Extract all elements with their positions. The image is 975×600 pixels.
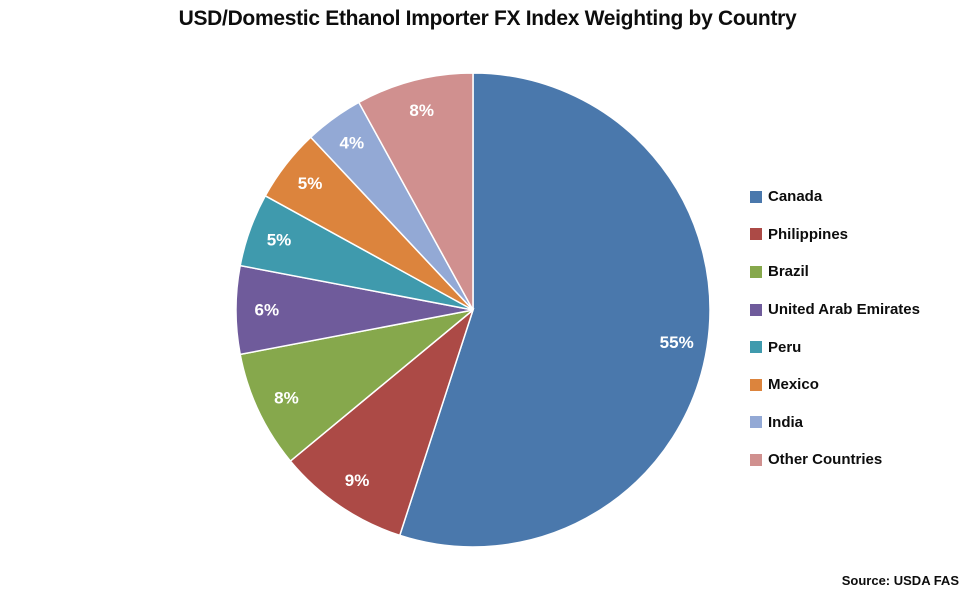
legend-swatch bbox=[750, 453, 762, 466]
legend-label: Other Countries bbox=[768, 451, 883, 469]
legend-swatch bbox=[750, 378, 762, 391]
pie-slice-canada bbox=[398, 72, 711, 548]
pie-slice-percent-label: 8% bbox=[409, 101, 434, 120]
legend-item-united-arab-emirates: United Arab Emirates bbox=[750, 291, 920, 329]
chart-title: USD/Domestic Ethanol Importer FX Index W… bbox=[178, 7, 797, 30]
pie-slice-percent-label: 6% bbox=[255, 301, 280, 320]
legend-item-other-countries: Other Countries bbox=[750, 441, 920, 479]
legend-swatch bbox=[750, 341, 762, 354]
pie-slice-other-countries bbox=[357, 72, 474, 311]
pie-slice-percent-label: 8% bbox=[274, 388, 299, 407]
legend: Canada Philippines Brazil United Arab Em… bbox=[750, 178, 920, 479]
legend-item-philippines: Philippines bbox=[750, 216, 920, 254]
pie-slice-percent-label: 4% bbox=[340, 134, 365, 153]
legend-swatch bbox=[750, 265, 762, 278]
pie-slice-percent-label: 5% bbox=[298, 174, 323, 193]
pie-slice-philippines bbox=[289, 307, 475, 537]
legend-label: Peru bbox=[768, 338, 802, 356]
legend-swatch bbox=[750, 228, 762, 241]
legend-item-brazil: Brazil bbox=[750, 253, 920, 291]
legend-item-mexico: Mexico bbox=[750, 366, 920, 404]
pie-slice-percent-label: 9% bbox=[345, 471, 370, 490]
legend-label: Mexico bbox=[768, 376, 819, 394]
legend-item-peru: Peru bbox=[750, 328, 920, 366]
legend-swatch bbox=[750, 190, 762, 203]
pie-slice-brazil bbox=[239, 309, 474, 463]
legend-swatch bbox=[750, 416, 762, 429]
legend-label: Brazil bbox=[768, 263, 809, 281]
legend-swatch bbox=[750, 303, 762, 316]
legend-label: United Arab Emirates bbox=[768, 301, 920, 319]
legend-label: Canada bbox=[768, 188, 823, 206]
source-note: Source: USDA FAS bbox=[841, 573, 959, 588]
legend-item-canada: Canada bbox=[750, 178, 920, 216]
legend-label: India bbox=[768, 413, 804, 431]
legend-label: Philippines bbox=[768, 225, 849, 243]
pie-slice-percent-label: 55% bbox=[660, 333, 694, 352]
pie-slice-percent-label: 5% bbox=[267, 231, 292, 250]
legend-item-india: India bbox=[750, 404, 920, 442]
